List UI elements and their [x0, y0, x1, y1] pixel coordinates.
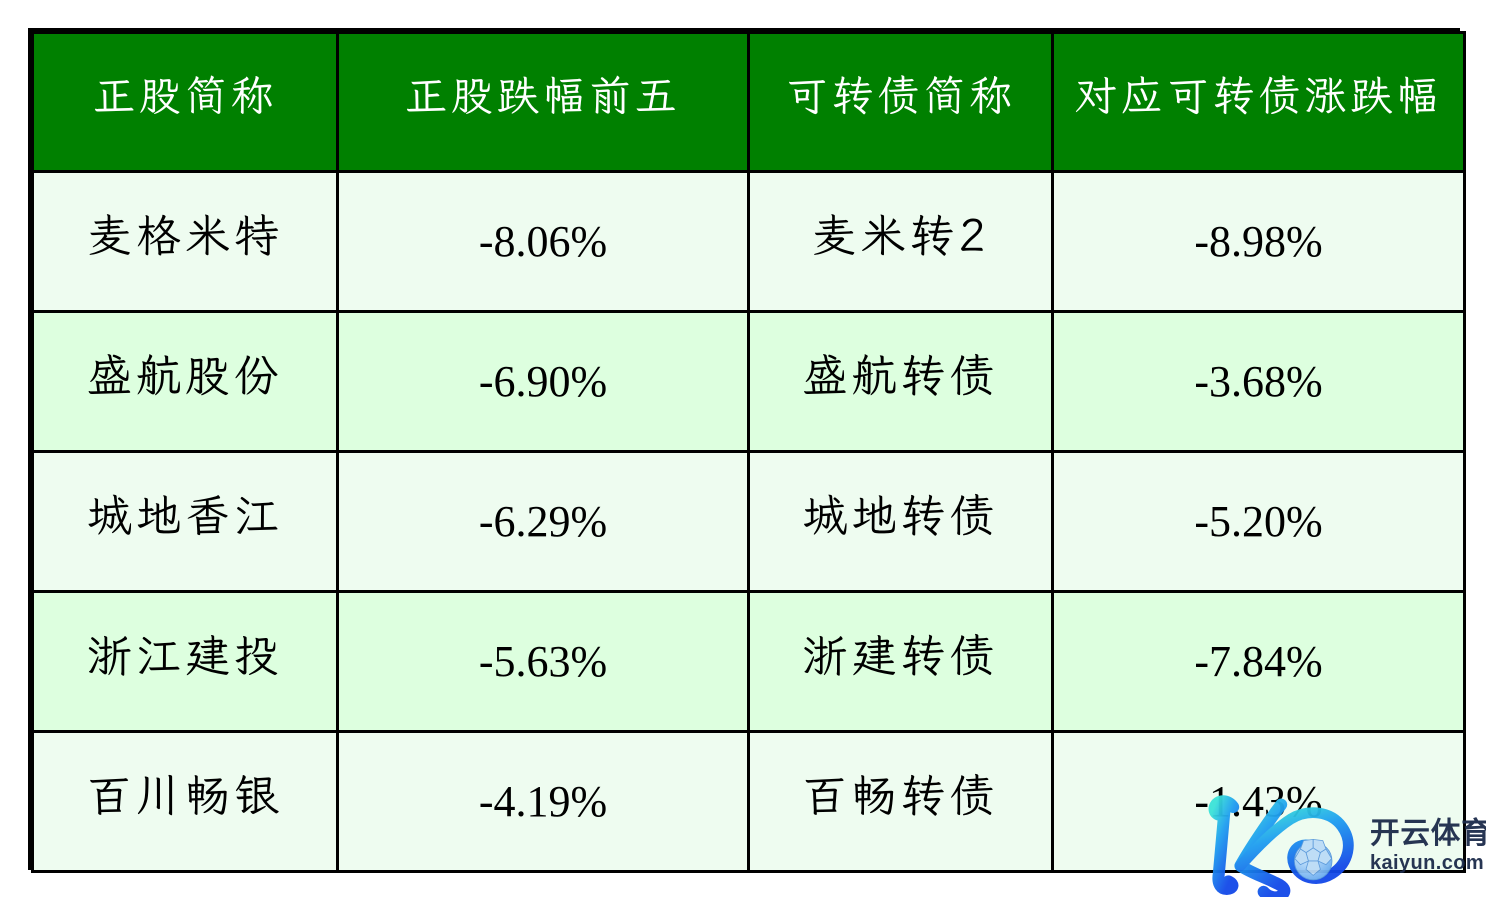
svg-text:开云体育: 开云体育 — [1370, 816, 1486, 850]
svg-text:kaiyun.com: kaiyun.com — [1370, 852, 1484, 874]
